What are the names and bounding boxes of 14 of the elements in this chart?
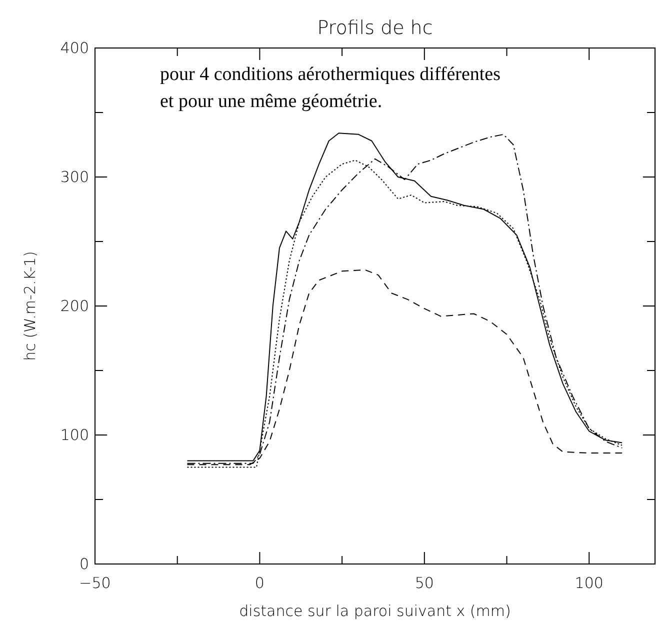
x-tick-label: 100: [574, 574, 604, 592]
y-tick-label: 0: [79, 555, 89, 573]
x-tick-label: 50: [414, 574, 434, 592]
y-axis-title: hc (W.m-2.K-1): [21, 251, 39, 361]
chart-title: Profils de hc: [317, 17, 433, 39]
x-tick-label: −50: [79, 574, 111, 592]
x-axis-title: distance sur la paroi suivant x (mm): [239, 602, 511, 620]
y-tick-label: 300: [60, 168, 89, 186]
annotation: et pour une même géométrie.: [160, 91, 382, 112]
y-tick-label: 100: [60, 426, 89, 444]
y-tick-label: 200: [60, 297, 89, 315]
annotation: pour 4 conditions aérothermiques différentes: [160, 64, 500, 85]
y-tick-label: 400: [60, 39, 89, 57]
x-tick-label: 0: [254, 574, 264, 592]
